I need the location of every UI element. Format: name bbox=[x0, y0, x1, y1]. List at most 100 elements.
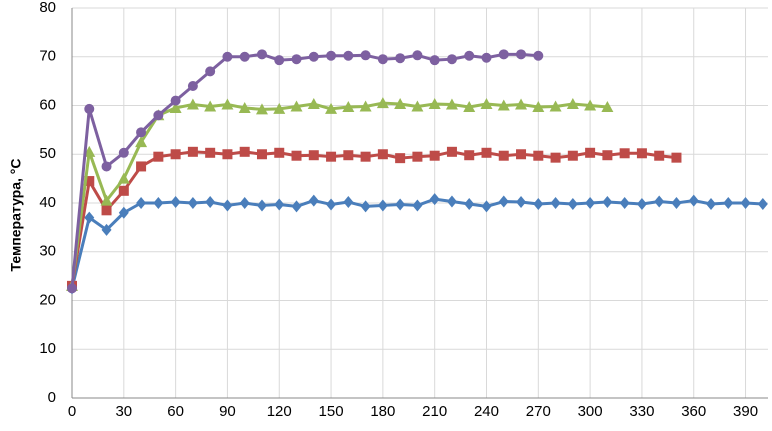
marker bbox=[205, 147, 216, 158]
marker bbox=[256, 49, 267, 60]
series-line bbox=[70, 52, 539, 289]
marker bbox=[359, 100, 372, 112]
marker bbox=[343, 50, 354, 61]
marker bbox=[170, 196, 181, 209]
marker bbox=[429, 55, 440, 66]
marker bbox=[463, 100, 476, 112]
x-tick-label: 60 bbox=[167, 403, 184, 420]
marker bbox=[84, 103, 95, 114]
x-tick-label: 300 bbox=[578, 403, 603, 420]
marker bbox=[291, 150, 302, 161]
marker bbox=[84, 176, 95, 187]
marker bbox=[533, 150, 544, 161]
marker bbox=[204, 100, 217, 112]
marker bbox=[688, 194, 699, 207]
marker bbox=[67, 283, 77, 294]
marker bbox=[498, 195, 509, 208]
marker bbox=[222, 149, 233, 160]
marker bbox=[671, 197, 682, 209]
marker bbox=[274, 55, 285, 66]
marker bbox=[291, 200, 302, 213]
marker bbox=[706, 197, 717, 210]
marker bbox=[205, 196, 216, 209]
marker bbox=[326, 50, 337, 61]
marker bbox=[549, 100, 562, 112]
marker bbox=[101, 161, 112, 172]
series bbox=[67, 193, 768, 295]
marker bbox=[360, 151, 371, 162]
marker bbox=[326, 151, 337, 162]
marker bbox=[395, 153, 406, 164]
marker bbox=[376, 97, 389, 109]
y-tick-label: 40 bbox=[39, 194, 56, 211]
marker bbox=[170, 149, 181, 160]
x-tick-label: 270 bbox=[526, 403, 551, 420]
marker bbox=[343, 196, 354, 209]
marker bbox=[117, 172, 130, 184]
marker bbox=[239, 197, 250, 209]
x-tick-label: 330 bbox=[629, 403, 654, 420]
marker bbox=[377, 54, 388, 65]
marker bbox=[412, 50, 423, 61]
marker bbox=[619, 197, 630, 209]
marker bbox=[464, 50, 475, 61]
marker bbox=[481, 52, 492, 63]
y-tick-label: 70 bbox=[39, 48, 56, 65]
marker bbox=[533, 197, 544, 210]
y-tick-label: 10 bbox=[39, 340, 56, 357]
marker bbox=[342, 100, 355, 112]
series bbox=[67, 146, 682, 291]
marker bbox=[480, 98, 493, 110]
x-tick-label: 120 bbox=[267, 403, 292, 420]
marker bbox=[429, 150, 440, 161]
marker bbox=[602, 196, 613, 209]
marker bbox=[170, 95, 181, 106]
marker bbox=[377, 199, 388, 212]
marker bbox=[222, 199, 233, 212]
marker bbox=[343, 150, 354, 161]
marker bbox=[533, 50, 544, 61]
marker bbox=[205, 66, 216, 77]
marker bbox=[153, 151, 164, 162]
series bbox=[67, 49, 544, 294]
y-tick-label: 20 bbox=[39, 291, 56, 308]
marker bbox=[412, 151, 423, 162]
x-tick-label: 240 bbox=[474, 403, 499, 420]
marker bbox=[566, 98, 579, 110]
marker bbox=[273, 102, 286, 114]
marker bbox=[671, 152, 682, 163]
marker bbox=[187, 146, 198, 157]
marker bbox=[169, 101, 182, 113]
marker bbox=[446, 146, 457, 157]
series-line bbox=[70, 150, 677, 287]
marker bbox=[516, 149, 527, 160]
marker bbox=[291, 54, 302, 65]
marker bbox=[308, 150, 319, 161]
series bbox=[66, 97, 614, 291]
marker bbox=[360, 200, 371, 213]
marker bbox=[532, 100, 545, 112]
x-tick-label: 360 bbox=[681, 403, 706, 420]
marker bbox=[101, 205, 112, 216]
marker bbox=[135, 136, 148, 148]
marker bbox=[308, 194, 319, 207]
marker bbox=[395, 53, 406, 64]
marker bbox=[446, 54, 457, 65]
x-tick-label: 180 bbox=[370, 403, 395, 420]
marker bbox=[84, 211, 95, 224]
marker bbox=[550, 152, 561, 163]
marker bbox=[307, 98, 320, 110]
marker bbox=[256, 199, 267, 212]
marker bbox=[567, 150, 578, 161]
marker bbox=[326, 198, 337, 211]
marker bbox=[654, 150, 665, 161]
marker bbox=[136, 161, 147, 172]
marker bbox=[497, 99, 510, 111]
marker bbox=[584, 99, 597, 111]
marker bbox=[601, 100, 614, 112]
marker bbox=[274, 147, 285, 158]
marker bbox=[239, 51, 250, 62]
marker bbox=[256, 149, 267, 160]
marker bbox=[516, 196, 527, 209]
